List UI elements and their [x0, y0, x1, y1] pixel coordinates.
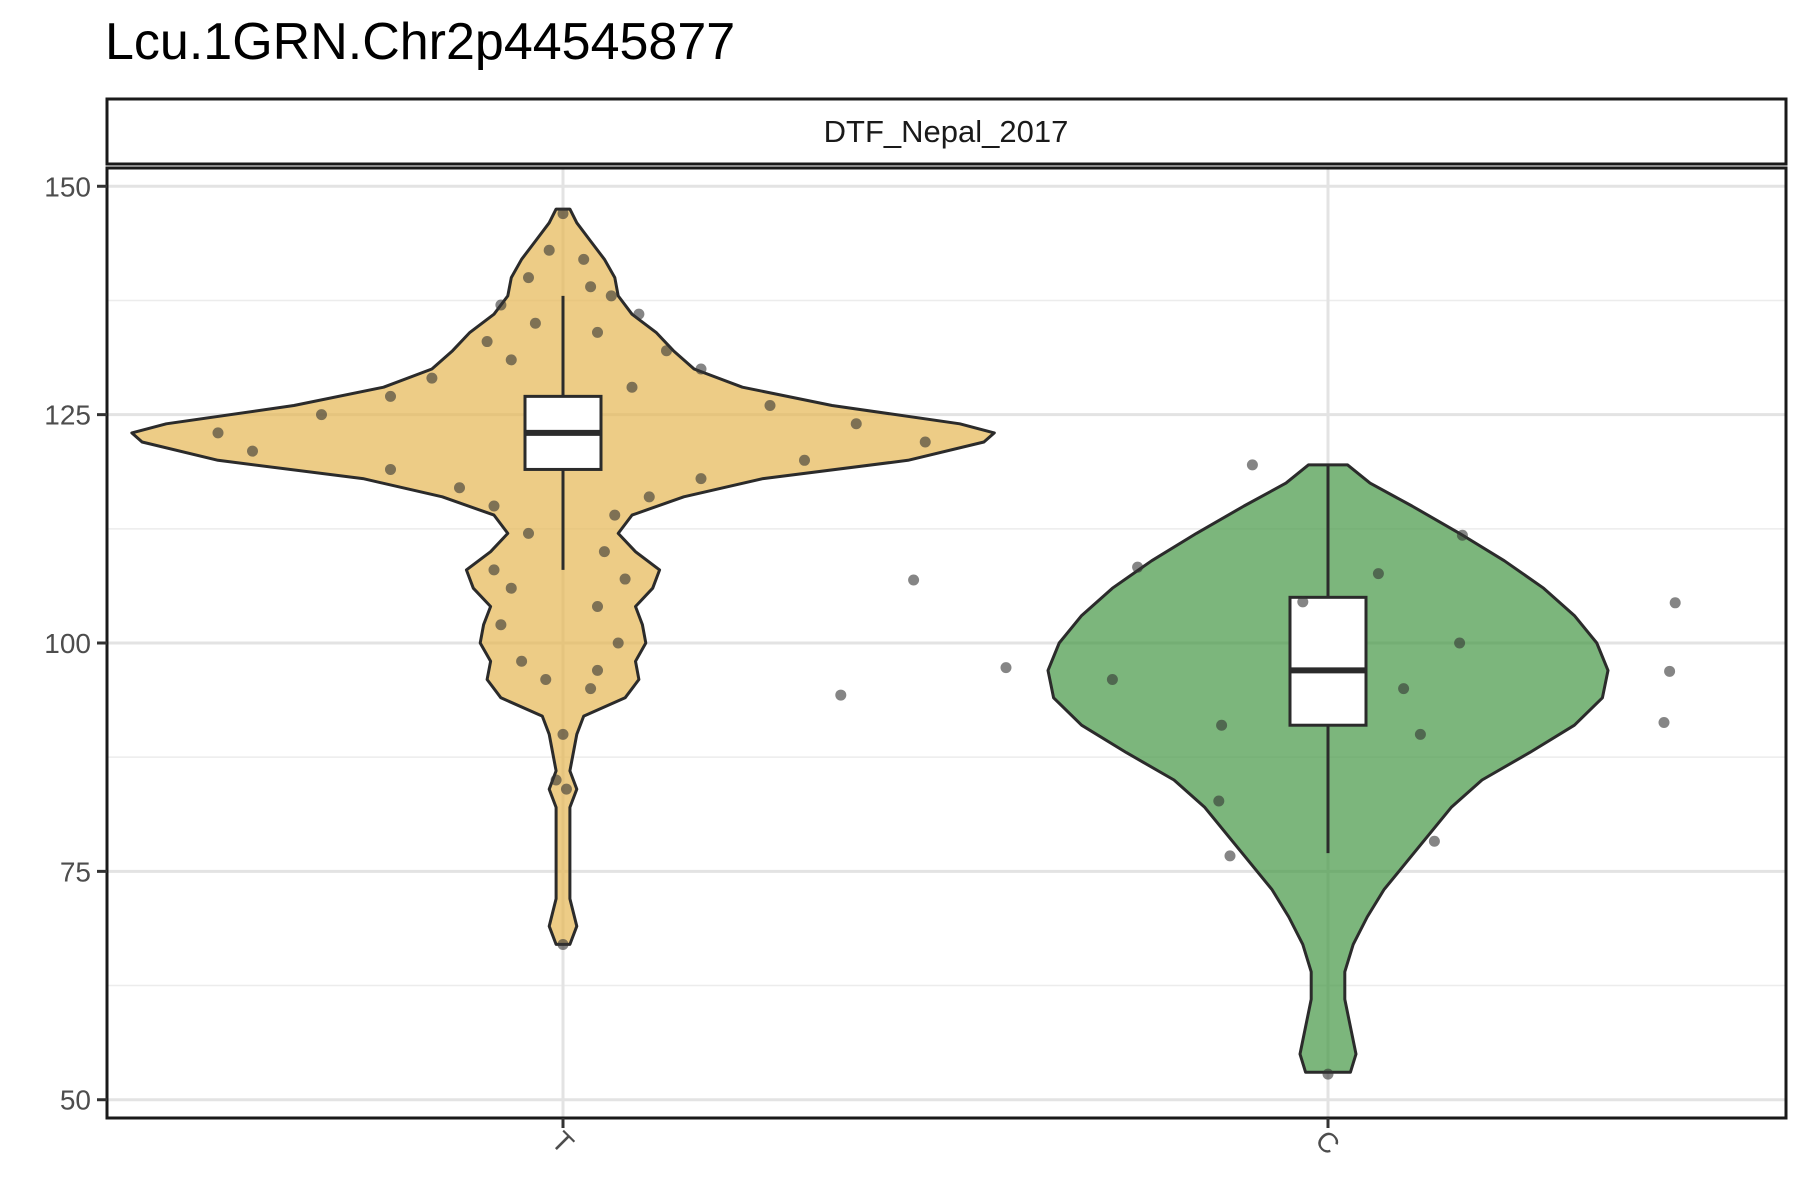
data-point-C [1297, 596, 1309, 608]
data-point-T [316, 409, 327, 421]
y-tick-label: 125 [44, 400, 91, 431]
data-point-T [560, 783, 572, 795]
data-point-T [426, 372, 438, 384]
box-C [1288, 595, 1368, 727]
data-point-T [661, 345, 672, 357]
data-point-T [557, 938, 569, 950]
data-point-T [212, 427, 224, 439]
data-point-C [1132, 561, 1144, 573]
data-point-T [481, 336, 493, 348]
data-point-T [540, 674, 552, 686]
data-point-T [495, 299, 507, 311]
data-point-T [488, 500, 500, 512]
data-point-T [592, 326, 603, 338]
x-tick-label: T [546, 1125, 580, 1159]
y-tick-label: 150 [44, 171, 91, 202]
data-point-T [633, 308, 645, 320]
data-point-C [835, 689, 847, 701]
data-point-T [592, 664, 603, 676]
data-point-T [385, 390, 396, 402]
data-point-C [908, 574, 920, 586]
data-point-T [598, 546, 610, 558]
data-point-T [557, 728, 569, 740]
data-point-T [247, 445, 258, 457]
y-axis: 50 75 100 125 150 [44, 171, 107, 1116]
data-point-C [1213, 795, 1225, 807]
data-point-T [543, 244, 555, 256]
data-point-T [585, 281, 597, 293]
data-point-C [1322, 1068, 1334, 1080]
data-point-C [1454, 637, 1466, 649]
data-point-T [488, 564, 500, 576]
data-point-C [1414, 728, 1426, 740]
data-point-C [1372, 568, 1384, 580]
data-point-T [385, 463, 396, 475]
data-point-T [919, 436, 931, 448]
data-point-C [1664, 665, 1676, 677]
data-point-T [523, 272, 534, 284]
data-point-T [643, 491, 655, 503]
facet-strip [105, 97, 1788, 166]
data-point-C [1428, 835, 1440, 847]
chart-title: Lcu.1GRN.Chr2p44545877 [105, 13, 736, 71]
data-point-C [1658, 716, 1670, 728]
data-point-T [695, 473, 707, 485]
data-point-T [578, 253, 590, 265]
data-point-T [695, 363, 707, 375]
data-point-T [799, 454, 810, 466]
boxplots [523, 295, 1368, 854]
x-tick-label: C [1310, 1124, 1346, 1160]
data-point-T [626, 381, 638, 393]
data-point-C [1456, 529, 1468, 541]
data-point-C [1669, 597, 1681, 609]
facet-label: DTF_Nepal_2017 [824, 114, 1069, 149]
data-point-C [1106, 674, 1118, 686]
data-point-T [516, 655, 528, 667]
data-point-T [585, 683, 597, 695]
data-point-T [557, 208, 569, 220]
data-point-C [1216, 719, 1228, 731]
y-tick-label: 100 [44, 628, 91, 659]
data-point-T [505, 354, 517, 366]
data-point-T [550, 774, 562, 786]
data-point-T [523, 527, 534, 539]
violins [130, 207, 1610, 1074]
data-point-T [454, 482, 465, 494]
data-point-T [605, 290, 617, 302]
data-point-T [505, 582, 517, 594]
data-point-C [1246, 459, 1258, 471]
data-point-T [612, 637, 624, 649]
data-point-T [850, 418, 862, 430]
jitter-points [212, 208, 1681, 1080]
y-tick-label: 50 [60, 1085, 91, 1116]
data-point-T [495, 619, 507, 631]
data-point-T [592, 600, 603, 612]
data-point-C [1224, 850, 1236, 862]
violin-T [130, 207, 996, 946]
data-point-C [1398, 683, 1410, 695]
y-tick-label: 75 [60, 856, 91, 887]
data-point-T [764, 400, 776, 411]
data-point-C [1000, 662, 1012, 674]
data-point-T [609, 509, 621, 521]
data-point-T [619, 573, 631, 585]
data-point-T [529, 317, 541, 329]
